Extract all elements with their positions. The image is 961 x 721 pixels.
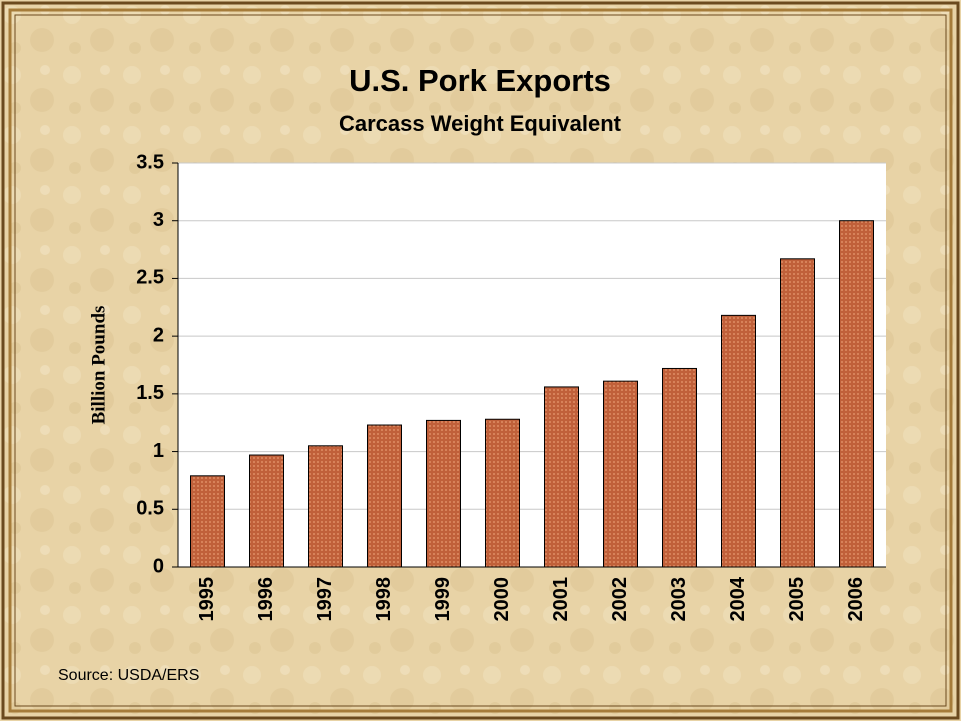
y-tick-label: 2.5	[136, 267, 164, 289]
y-axis-label: Billion Pounds	[88, 306, 109, 425]
x-tick-label: 1999	[432, 577, 454, 622]
bar	[426, 419, 461, 568]
y-tick-label: 0.5	[136, 498, 164, 520]
x-tick-label: 1995	[196, 577, 218, 622]
x-tick-label: 2003	[668, 577, 690, 622]
bar	[780, 258, 815, 568]
bar	[544, 386, 579, 568]
x-tick-label: 1996	[255, 577, 277, 622]
frame-inner	[8, 8, 953, 713]
bar	[485, 418, 520, 568]
x-tick-label: 1997	[314, 577, 336, 622]
bar	[603, 380, 638, 568]
x-tick-label: 2005	[786, 577, 808, 622]
bar	[308, 445, 343, 568]
x-tick-label: 2006	[845, 577, 867, 622]
bar	[662, 367, 697, 568]
x-tick-label: 2000	[491, 577, 513, 622]
y-tick-label: 1	[153, 440, 164, 462]
bar	[249, 454, 284, 568]
x-tick-label: 2002	[609, 577, 631, 622]
source-note: Source: USDA/ERS	[58, 667, 199, 684]
y-tick-label: 3.5	[136, 151, 164, 173]
y-tick-label: 0	[153, 555, 164, 577]
x-tick-label: 2001	[550, 577, 572, 622]
chart-title: U.S. Pork Exports	[349, 63, 611, 98]
bar	[190, 475, 225, 568]
x-tick-label: 1998	[373, 577, 395, 622]
plot-area	[178, 163, 886, 567]
bar	[721, 314, 756, 568]
y-tick-label: 1.5	[136, 382, 164, 404]
x-tick-label: 2004	[727, 576, 749, 621]
y-tick-label: 3	[153, 209, 164, 231]
frame-line	[14, 14, 947, 707]
y-tick-label: 2	[153, 324, 164, 346]
bar	[839, 220, 874, 568]
chart-subtitle: Carcass Weight Equivalent	[339, 111, 622, 136]
bar	[367, 424, 402, 568]
